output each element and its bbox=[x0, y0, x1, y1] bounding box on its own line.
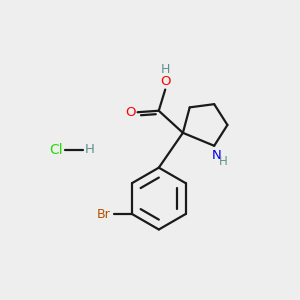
Text: H: H bbox=[219, 155, 227, 169]
Text: Br: Br bbox=[97, 208, 111, 220]
Text: O: O bbox=[125, 106, 135, 119]
Text: N: N bbox=[212, 149, 221, 162]
Text: O: O bbox=[160, 75, 171, 88]
Text: H: H bbox=[161, 63, 170, 76]
Text: H: H bbox=[85, 143, 94, 157]
Text: Cl: Cl bbox=[49, 143, 63, 157]
